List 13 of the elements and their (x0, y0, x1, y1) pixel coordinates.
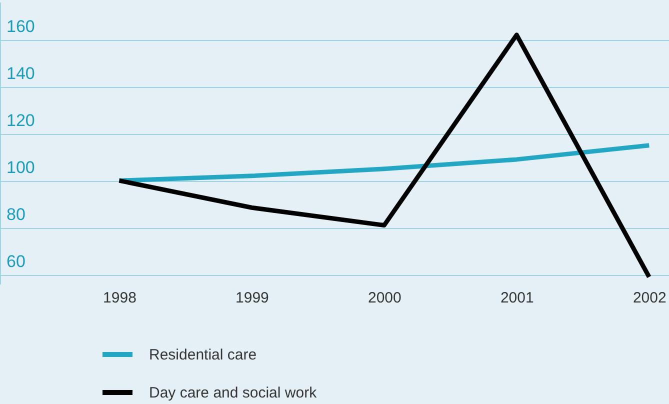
legend-label: Residential care (149, 346, 257, 364)
y-tick-label: 160 (6, 17, 35, 36)
x-tick-label: 2000 (368, 290, 402, 306)
legend-label: Day care and social work (149, 384, 318, 402)
x-tick-label: 1999 (236, 290, 269, 306)
y-tick-label: 100 (6, 158, 35, 178)
x-tick-label: 1998 (103, 290, 136, 306)
x-tick-label: 2001 (500, 290, 534, 306)
y-tick-label: 120 (6, 111, 35, 130)
x-tick-label: 2002 (632, 290, 666, 306)
y-tick-label: 60 (6, 252, 26, 272)
y-tick-label: 80 (6, 205, 26, 224)
y-tick-label: 140 (6, 64, 35, 84)
